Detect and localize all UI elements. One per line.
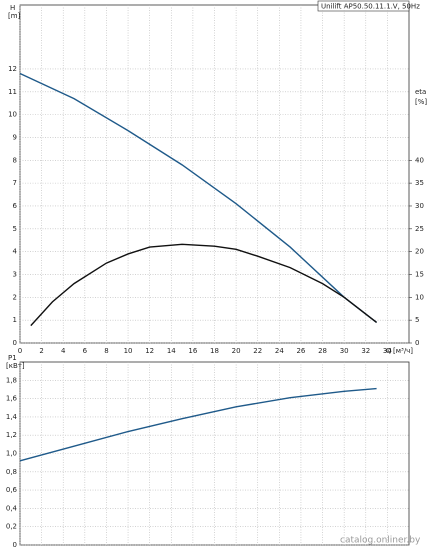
y2-tick-label: 20 <box>415 248 424 256</box>
y2-axis-label: eta <box>415 88 426 96</box>
y-tick-label: 4 <box>13 248 18 256</box>
y-tick-label: 9 <box>13 133 17 141</box>
y-tick-label: 1,4 <box>6 413 18 421</box>
x-tick-label: 12 <box>145 347 154 355</box>
x-tick-label: 0 <box>18 347 22 355</box>
y2-axis-unit: [%] <box>415 98 427 106</box>
x-axis-label: Q <box>386 347 392 355</box>
y-axis-label: H <box>10 4 15 12</box>
x-tick-label: 2 <box>39 347 43 355</box>
y-axis-unit: [m] <box>8 12 21 20</box>
x-tick-label: 20 <box>232 347 241 355</box>
watermark: catalog.onliner.by <box>340 536 421 546</box>
chart-title: Unilift AP50.50.11.1.V, 50Hz <box>321 3 420 11</box>
x-axis-unit: [м³/ч] <box>393 347 413 355</box>
x-tick-label: 28 <box>318 347 327 355</box>
x-tick-label: 26 <box>296 347 305 355</box>
y2-tick-label: 25 <box>415 225 424 233</box>
y-axis-unit: [кВт] <box>6 362 25 370</box>
x-tick-label: 6 <box>83 347 88 355</box>
y-tick-label: 5 <box>13 225 17 233</box>
title-box <box>317 0 410 12</box>
y-tick-label: 1,0 <box>6 450 17 458</box>
curve <box>19 387 377 462</box>
y-axis-label: P1 <box>8 354 17 362</box>
y-tick-label: 2 <box>13 293 17 301</box>
y2-tick-label: 35 <box>415 179 424 187</box>
y-tick-label: 1 <box>13 316 17 324</box>
y-tick-label: 1,2 <box>6 431 17 439</box>
y2-tick-label: 15 <box>415 270 424 278</box>
y-tick-label: 1,8 <box>6 376 17 384</box>
y-tick-label: 0,8 <box>6 468 17 476</box>
y2-tick-label: 30 <box>415 202 424 210</box>
x-tick-label: 32 <box>361 347 370 355</box>
y-tick-label: 8 <box>13 156 17 164</box>
x-tick-label: 16 <box>188 347 197 355</box>
x-tick-label: 22 <box>253 347 262 355</box>
y-tick-label: 7 <box>13 179 17 187</box>
x-tick-label: 14 <box>167 347 176 355</box>
y2-tick-label: 5 <box>415 316 419 324</box>
y-tick-label: 11 <box>8 88 17 96</box>
x-tick-label: 34 <box>383 347 392 355</box>
y2-tick-label: 40 <box>415 156 424 164</box>
curve <box>30 243 378 327</box>
x-tick-label: 30 <box>340 347 349 355</box>
x-tick-label: 4 <box>61 347 66 355</box>
y-tick-label: 0 <box>13 541 17 549</box>
y-tick-label: 0,2 <box>6 523 17 531</box>
x-tick-label: 24 <box>275 347 284 355</box>
y-tick-label: 0 <box>13 339 17 347</box>
y-tick-label: 3 <box>13 270 17 278</box>
curve <box>19 72 378 323</box>
x-tick-label: 8 <box>104 347 108 355</box>
y-tick-label: 12 <box>8 65 17 73</box>
x-tick-label: 10 <box>124 347 133 355</box>
y-tick-label: 0,4 <box>6 504 18 512</box>
y-tick-label: 0,6 <box>6 486 18 494</box>
y-tick-label: 1,6 <box>6 395 18 403</box>
y-tick-label: 10 <box>8 111 17 119</box>
x-tick-label: 18 <box>210 347 219 355</box>
y2-tick-label: 10 <box>415 293 424 301</box>
y2-tick-label: 0 <box>415 339 419 347</box>
y-tick-label: 6 <box>13 202 18 210</box>
